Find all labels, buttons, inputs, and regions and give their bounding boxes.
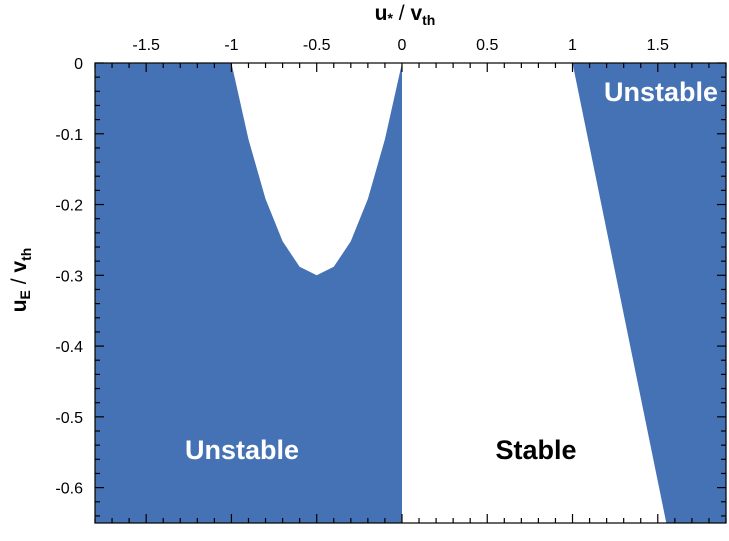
region-unstable-0 bbox=[95, 63, 402, 523]
y-tick-label: -0.2 bbox=[55, 198, 83, 215]
x-tick-label: -1.5 bbox=[132, 37, 160, 54]
y-tick-label: -0.6 bbox=[55, 481, 83, 498]
region-label-1: Stable bbox=[495, 435, 576, 465]
x-tick-label: 1.5 bbox=[647, 37, 669, 54]
region-unstable-2 bbox=[572, 63, 726, 523]
y-tick-label: -0.5 bbox=[55, 410, 83, 427]
regions-layer bbox=[95, 63, 726, 523]
region-label-2: Unstable bbox=[604, 77, 718, 107]
ticks-layer: -1.5 -1 -0.5 0 0.5 1 1.5 0 -0.1 -0.2 -0.3 -0.4 -0.5 -… bbox=[55, 37, 727, 523]
x-tick-label: -0.5 bbox=[303, 37, 331, 54]
y-axis-title: uE / vth bbox=[8, 248, 34, 313]
x-tick-label: 0 bbox=[398, 37, 407, 54]
x-tick-label: 1 bbox=[568, 37, 577, 54]
x-tick-label: -1 bbox=[224, 37, 238, 54]
x-axis-title: u* / vth bbox=[375, 2, 436, 28]
y-tick-label: -0.4 bbox=[55, 339, 83, 356]
x-tick-label: 0.5 bbox=[476, 37, 498, 54]
region-stable-1 bbox=[402, 63, 667, 523]
labels-layer: Unstable Stable Unstable bbox=[185, 77, 718, 465]
plot-frame bbox=[94, 62, 727, 524]
y-tick-label: -0.3 bbox=[55, 268, 83, 285]
y-tick-label: -0.1 bbox=[55, 127, 83, 144]
region-label-0: Unstable bbox=[185, 435, 299, 465]
y-tick-label: 0 bbox=[74, 56, 83, 73]
